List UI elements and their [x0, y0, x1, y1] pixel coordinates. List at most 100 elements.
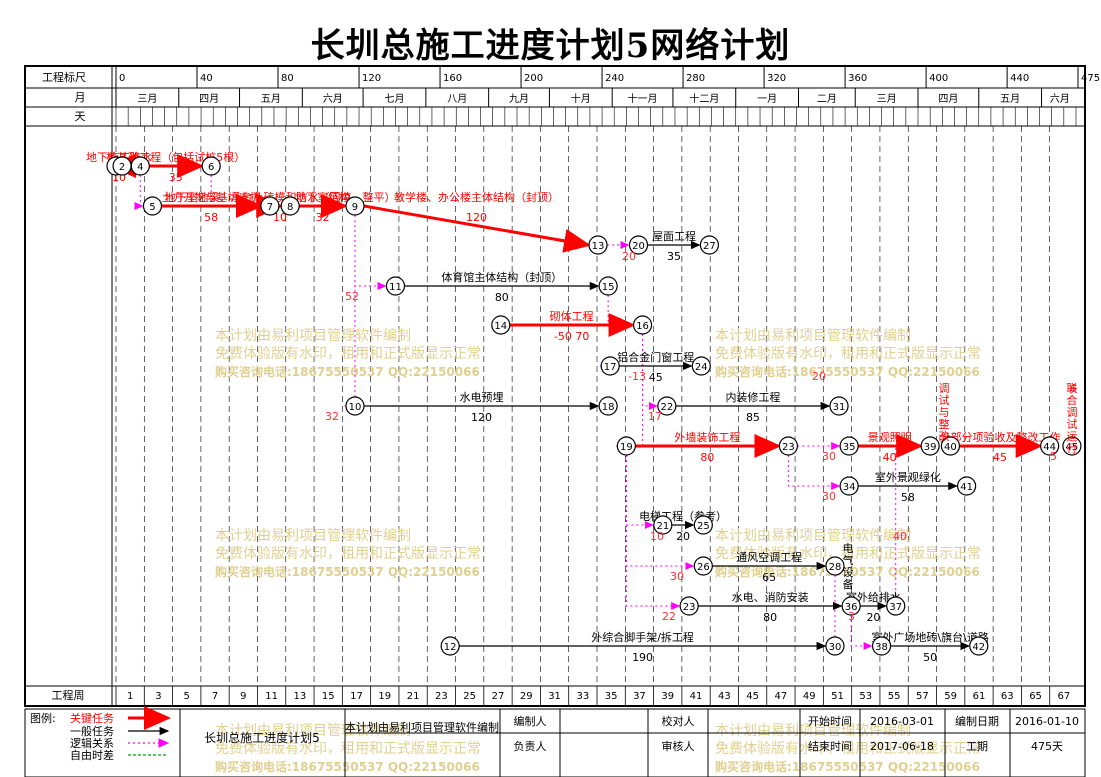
- node-circle: [699, 235, 720, 255]
- node-id: 4: [137, 162, 143, 173]
- week-number: 15: [322, 691, 335, 702]
- legend-label: 关键任务: [70, 711, 114, 725]
- float-value: 20: [622, 250, 636, 263]
- node-id: 10: [349, 402, 362, 413]
- checker-label: 校对人: [662, 714, 695, 728]
- week-number: 27: [492, 691, 505, 702]
- node-id: 13: [592, 241, 605, 252]
- end-value: 2017-06-18: [870, 740, 934, 753]
- start-value: 2016-03-01: [870, 715, 934, 728]
- task-label: 通风空调工程: [736, 550, 802, 564]
- node-circle: [142, 196, 163, 216]
- node-circle: [616, 436, 636, 456]
- node-id: 15: [602, 282, 615, 293]
- task-duration: 20: [866, 611, 880, 624]
- node-id: 14: [494, 321, 507, 332]
- task-duration: 85: [746, 411, 760, 424]
- watermark-line: 本计划由易利项目管理软件编制: [215, 528, 411, 544]
- node-circle: [693, 556, 713, 576]
- scale-tick-label: 400: [929, 73, 948, 84]
- task-label: 土方开挖与基坑支护: [162, 190, 261, 204]
- node-circle: [345, 196, 365, 216]
- week-number: 49: [803, 691, 816, 702]
- week-number: 17: [350, 691, 363, 702]
- node-circle: [440, 636, 460, 656]
- node-id: 30: [829, 642, 842, 653]
- task-label: 室外广场地砖\旗台\道路: [871, 630, 988, 644]
- task-label: 水电预埋: [460, 391, 504, 404]
- week-number: 31: [548, 691, 561, 702]
- node-circle: [280, 196, 300, 216]
- scale-tick-label: 80: [281, 73, 294, 84]
- task-label: 教学楼、办公楼主体结构（封顶）: [394, 190, 559, 204]
- month-name: 六月: [323, 93, 343, 105]
- week-number: 23: [435, 691, 448, 702]
- task-label: 铝合金门窗工程: [617, 350, 694, 364]
- node-circle: [130, 156, 150, 176]
- node-id: 37: [889, 602, 902, 613]
- task-label: 外综合脚手架/拆工程: [591, 630, 694, 644]
- debug-label: 试: [939, 394, 950, 407]
- month-label: 月: [75, 91, 86, 104]
- week-number: 65: [1029, 691, 1042, 702]
- week-number: 45: [746, 691, 759, 702]
- node-id: 22: [661, 402, 674, 413]
- task-label: 室外景观绿化: [875, 470, 941, 484]
- float-value: 22: [662, 610, 676, 623]
- chart-frame: [24, 65, 1086, 707]
- legend-label: 自由时差: [70, 748, 114, 762]
- node-circle: [632, 315, 653, 335]
- week-number: 21: [407, 691, 420, 702]
- float-value: 52: [345, 290, 359, 303]
- logic-link: [625, 455, 681, 610]
- week-number: 33: [576, 691, 589, 702]
- scale-tick-label: 200: [524, 73, 543, 84]
- week-number: 57: [916, 691, 929, 702]
- node-circle: [491, 315, 511, 335]
- week-number: 19: [378, 691, 391, 702]
- debug-label: 与: [939, 406, 950, 419]
- node-circle: [1040, 436, 1060, 456]
- node-id: 25: [697, 521, 710, 532]
- date-label: 编制日期: [955, 714, 999, 728]
- task-label: 屋面工程: [652, 230, 696, 243]
- float-value: 17: [648, 410, 662, 423]
- node-id: 21: [656, 521, 669, 532]
- watermark-line: 本计划由易利项目管理软件编制: [215, 328, 411, 344]
- task-label: 景观照明: [868, 431, 912, 444]
- node-circle: [841, 596, 861, 616]
- node-id: 16: [636, 321, 649, 332]
- task-duration: 58: [901, 491, 915, 504]
- watermark-line: 免费体验版有水印，租用和正式版显示正常: [715, 346, 981, 362]
- week-number: 59: [944, 691, 957, 702]
- node-id: 28: [829, 562, 842, 573]
- joint-debug-label: 联: [1067, 382, 1078, 395]
- node-circle: [679, 596, 699, 616]
- page-title: 长圳总施工进度计划5网络计划: [310, 26, 791, 66]
- task-label: 水电、消防安装: [732, 590, 809, 604]
- float-value: -13: [628, 370, 646, 383]
- node-circle: [920, 436, 940, 456]
- month-name: 十一月: [628, 92, 658, 105]
- node-id: 38: [875, 642, 888, 653]
- task-duration: 10: [273, 211, 287, 224]
- week-number: 39: [661, 691, 674, 702]
- scale-tick-label: 475: [1081, 73, 1100, 84]
- logic-link: [787, 455, 841, 490]
- node-circle: [598, 276, 618, 296]
- logic-link: [354, 215, 387, 290]
- node-id: 31: [833, 402, 846, 413]
- week-number: 53: [859, 691, 872, 702]
- watermark-line: 免费体验版有水印，租用和正式版显示正常: [215, 741, 481, 757]
- watermark-line: 免费体验版有水印，租用和正式版显示正常: [215, 546, 481, 562]
- node-circle: [628, 235, 649, 255]
- software-note: 本计划由易利项目管理软件编制: [345, 720, 499, 734]
- task-label: 体育馆主体结构（封顶）: [441, 270, 562, 284]
- month-name: 二月: [817, 93, 837, 105]
- node-id: 18: [602, 402, 615, 413]
- node-circle: [201, 156, 221, 176]
- node-circle: [829, 396, 849, 416]
- week-number: 67: [1057, 691, 1070, 702]
- node-circle: [886, 596, 906, 616]
- float-value: 5: [1050, 450, 1057, 463]
